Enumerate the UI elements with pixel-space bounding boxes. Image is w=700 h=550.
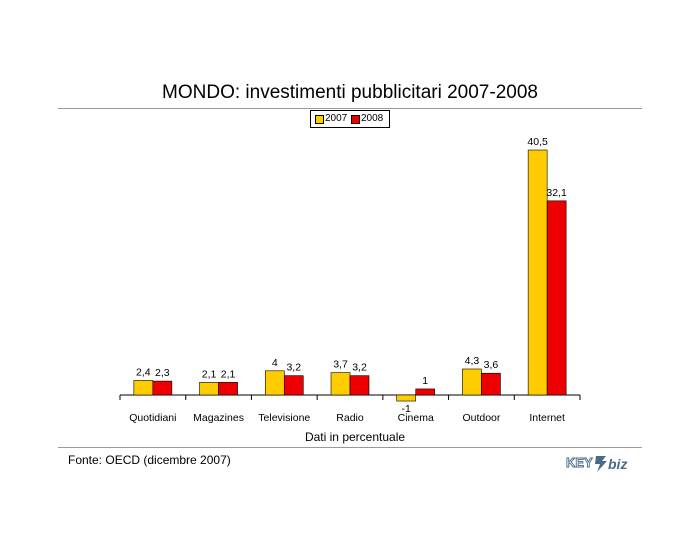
data-label: -1 — [402, 403, 411, 415]
x-tick-label: Cinema — [398, 412, 434, 424]
x-tick-label: Televisione — [258, 412, 310, 424]
bar-2007-televisione — [264, 370, 285, 396]
data-label: 2,3 — [155, 367, 170, 379]
bar-2008-outdoor — [481, 372, 501, 396]
x-tick-label: Magazines — [193, 412, 244, 424]
data-label: 2,1 — [221, 368, 236, 380]
bar-2008-televisione — [283, 375, 304, 396]
bar-2008-quotidiani — [152, 380, 173, 396]
x-axis-title: Dati in percentuale — [305, 430, 405, 444]
legend-label-2007: 2007 — [325, 113, 348, 124]
source-note: Fonte: OECD (dicembre 2007) — [68, 453, 231, 467]
legend-swatch-2008 — [351, 115, 360, 124]
bar-2007-quotidiani — [133, 380, 154, 396]
legend-swatch-2007 — [315, 115, 324, 124]
logo-text-right: biz — [608, 456, 627, 472]
data-label: 2,4 — [136, 366, 151, 378]
bar-2007-internet — [527, 149, 548, 396]
bar-2008-magazines — [218, 381, 238, 396]
data-label: 4,3 — [465, 355, 480, 367]
bottom-divider — [58, 447, 642, 448]
bar-2008-cinema — [415, 388, 436, 396]
legend: 2007 2008 — [310, 110, 390, 128]
data-label: 3,2 — [286, 362, 301, 374]
bar-2008-radio — [349, 375, 370, 396]
data-label: 4 — [272, 357, 278, 369]
legend-label-2008: 2008 — [361, 113, 384, 124]
logo-text-left: KEY — [566, 455, 593, 470]
top-divider — [58, 108, 642, 109]
x-tick-label: Quotidiani — [129, 412, 176, 424]
bar-2007-magazines — [199, 381, 219, 396]
bar-2007-outdoor — [462, 368, 482, 396]
bar-2008-internet — [546, 200, 567, 396]
logo-4-icon — [595, 456, 607, 472]
data-label: 3,2 — [352, 362, 367, 374]
bar-2007-radio — [330, 372, 351, 396]
data-label: 3,7 — [333, 359, 348, 371]
chart-title: MONDO: investimenti pubblicitari 2007-20… — [162, 82, 538, 103]
key4biz-logo: KEY biz — [566, 455, 627, 472]
x-tick-label: Radio — [336, 412, 364, 424]
data-label: 3,6 — [484, 359, 499, 371]
data-label: 40,5 — [527, 136, 548, 148]
x-tick-label: Outdoor — [462, 412, 500, 424]
x-tick-label: Internet — [529, 412, 565, 424]
data-label: 32,1 — [546, 187, 567, 199]
data-label: 1 — [422, 375, 428, 387]
data-label: 2,1 — [202, 368, 217, 380]
bar-2007-cinema — [396, 394, 417, 402]
